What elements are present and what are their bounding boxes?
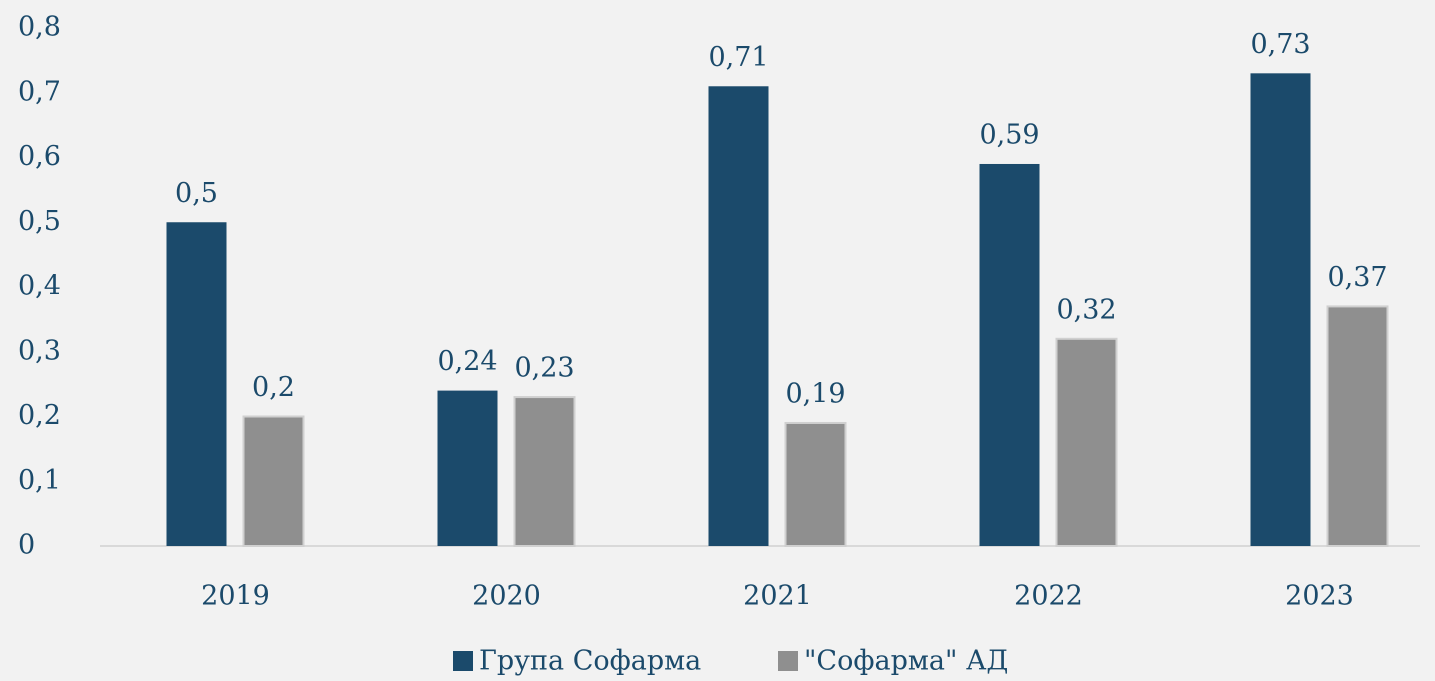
x-tick-label: 2019 [201,581,270,612]
bar [1055,337,1118,547]
y-tick-label: 0,8 [18,12,61,43]
legend-label: "Софарма" АД [804,646,1008,677]
y-tick-label: 0,5 [18,206,61,237]
bar [1326,305,1389,547]
value-label: 0,71 [708,42,768,73]
bar [513,396,576,548]
legend-swatch [778,651,798,671]
value-label: 0,32 [1056,294,1116,325]
x-tick-label: 2022 [1014,581,1083,612]
y-tick-label: 0,6 [18,141,61,172]
value-label: 0,73 [1250,29,1310,60]
legend-label: Група Софарма [479,646,701,677]
y-tick-label: 0,1 [18,465,61,496]
x-tick-label: 2021 [743,581,812,612]
y-tick-label: 0,2 [18,400,61,431]
y-tick-label: 0 [18,530,35,561]
bar [437,390,498,546]
y-tick-label: 0,7 [18,76,61,107]
x-tick-label: 2023 [1285,581,1354,612]
value-label: 0,23 [514,353,574,384]
bar [1250,73,1311,546]
bar [979,163,1040,546]
bar [242,415,305,547]
y-tick-label: 0,3 [18,335,61,366]
bar [784,421,847,548]
x-tick-label: 2020 [472,581,541,612]
value-label: 0,37 [1327,262,1387,293]
y-tick-label: 0,4 [18,271,61,302]
value-label: 0,19 [785,378,845,409]
value-label: 0,5 [175,178,218,209]
bar [166,222,227,546]
legend-swatch [453,651,473,671]
value-label: 0,24 [437,346,497,377]
bar [708,86,769,547]
value-label: 0,59 [979,119,1039,150]
value-label: 0,2 [252,372,295,403]
